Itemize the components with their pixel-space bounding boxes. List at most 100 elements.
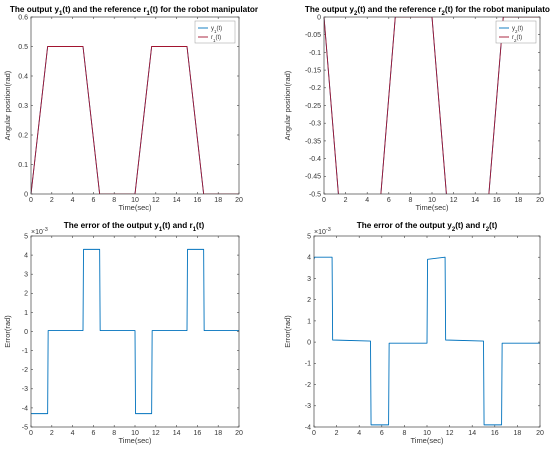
chart-p2: The output y2(t) and the reference r2(t)… <box>283 5 550 212</box>
y-tick-label: -0.45 <box>305 174 321 181</box>
y-tick-label: -1 <box>305 361 311 368</box>
x-tick-label: 20 <box>536 197 544 204</box>
y-axis-label: Angular position(rad) <box>283 70 292 140</box>
x-tick-label: 4 <box>365 197 369 204</box>
y-tick-label: 0.6 <box>18 14 28 21</box>
y-tick-label: 0 <box>317 14 321 21</box>
y-tick-label: -3 <box>305 403 311 410</box>
y-tick-label: 3 <box>24 272 28 279</box>
y-tick-label: 2 <box>307 297 311 304</box>
x-tick-label: 8 <box>112 197 116 204</box>
y-tick-label: 1 <box>307 318 311 325</box>
chart-title: The error of the output y2(t) and r2(t) <box>357 221 498 233</box>
y-tick-label: 1 <box>24 310 28 317</box>
y-tick-label: -0.05 <box>305 32 321 39</box>
y-tick-label: 0.4 <box>18 73 28 80</box>
chart-title: The output y2(t) and the reference r2(t)… <box>305 5 550 17</box>
series-line-e2t <box>314 256 540 426</box>
x-tick-label: 18 <box>515 197 523 204</box>
y-axis-label: Angular position(rad) <box>3 70 12 140</box>
x-axis-label: Time(sec) <box>415 203 449 212</box>
x-axis-label: Time(sec) <box>410 436 444 445</box>
x-tick-label: 10 <box>131 197 139 204</box>
series-line-r1t <box>31 46 239 194</box>
x-tick-label: 14 <box>468 430 476 437</box>
plot-area <box>31 17 239 194</box>
x-axis-label: Time(sec) <box>118 203 152 212</box>
x-tick-label: 2 <box>344 197 348 204</box>
x-tick-label: 0 <box>312 430 316 437</box>
y-tick-label: 2 <box>24 291 28 298</box>
x-tick-label: 4 <box>71 430 75 437</box>
x-tick-label: 8 <box>402 430 406 437</box>
series-line-e1t <box>31 248 239 415</box>
y-tick-label: 5 <box>307 233 311 240</box>
x-tick-label: 6 <box>387 197 391 204</box>
y-tick-label: -4 <box>305 424 311 431</box>
plot-border <box>313 235 541 428</box>
legend: y1(t)r1(t) <box>194 20 236 44</box>
x-tick-label: 2 <box>50 430 54 437</box>
plot-border <box>30 235 240 428</box>
chart-p1: The output y1(t) and the reference r1(t)… <box>3 5 259 212</box>
y-tick-label: -2 <box>305 382 311 389</box>
series-line-r2t <box>324 17 540 194</box>
y-tick-label: -0.35 <box>305 138 321 145</box>
legend-box <box>495 20 537 44</box>
x-tick-label: 14 <box>471 197 479 204</box>
x-tick-label: 0 <box>29 430 33 437</box>
y-tick-label: 0.5 <box>18 44 28 51</box>
x-tick-label: 6 <box>91 197 95 204</box>
x-axis-label: Time(sec) <box>118 436 152 445</box>
x-tick-label: 16 <box>491 430 499 437</box>
y-tick-label: 3 <box>307 276 311 283</box>
y-tick-label: 0 <box>24 329 28 336</box>
y-tick-label: 0 <box>307 340 311 347</box>
legend-label: y2(t) <box>512 26 523 34</box>
chart-title: The output y1(t) and the reference r1(t)… <box>10 5 259 17</box>
x-tick-label: 14 <box>173 430 181 437</box>
x-tick-label: 16 <box>493 197 501 204</box>
y-tick-label: 4 <box>24 253 28 260</box>
y-tick-label: -5 <box>22 424 28 431</box>
x-tick-label: 0 <box>29 197 33 204</box>
x-tick-label: 12 <box>450 197 458 204</box>
x-tick-label: 16 <box>194 430 202 437</box>
x-tick-label: 8 <box>112 430 116 437</box>
y-tick-label: -1 <box>22 348 28 355</box>
x-tick-label: 6 <box>380 430 384 437</box>
y-tick-label: -0.15 <box>305 68 321 75</box>
legend-label: r1(t) <box>211 35 221 43</box>
y-axis-label: Error(rad) <box>3 315 12 348</box>
y-tick-label: -0.25 <box>305 103 321 110</box>
x-tick-label: 18 <box>214 197 222 204</box>
y-tick-label: -0.4 <box>309 156 321 163</box>
y-tick-label: -0.3 <box>309 121 321 128</box>
x-tick-label: 12 <box>446 430 454 437</box>
x-tick-label: 2 <box>335 430 339 437</box>
y-tick-label: 0.2 <box>18 132 28 139</box>
x-tick-label: 20 <box>235 430 243 437</box>
x-tick-label: 4 <box>71 197 75 204</box>
chart-p3: The error of the output y1(t) and r1(t) 0… <box>3 221 243 445</box>
plot-border <box>323 16 541 195</box>
legend-box <box>194 20 236 44</box>
x-tick-label: 4 <box>357 430 361 437</box>
y-exponent-label: ×10-3 <box>31 227 48 236</box>
x-tick-label: 14 <box>173 197 181 204</box>
legend-label: y1(t) <box>211 26 222 34</box>
x-tick-label: 10 <box>131 430 139 437</box>
plot-area <box>324 17 540 194</box>
y-tick-label: 0.1 <box>18 162 28 169</box>
y-tick-label: -2 <box>22 367 28 374</box>
x-tick-label: 16 <box>194 197 202 204</box>
x-tick-label: 2 <box>50 197 54 204</box>
y-tick-label: -0.2 <box>309 85 321 92</box>
x-tick-label: 12 <box>152 430 160 437</box>
x-tick-label: 10 <box>423 430 431 437</box>
x-tick-label: 12 <box>152 197 160 204</box>
y-tick-label: -0.5 <box>309 191 321 198</box>
legend-label: r2(t) <box>512 35 522 43</box>
x-tick-label: 18 <box>214 430 222 437</box>
